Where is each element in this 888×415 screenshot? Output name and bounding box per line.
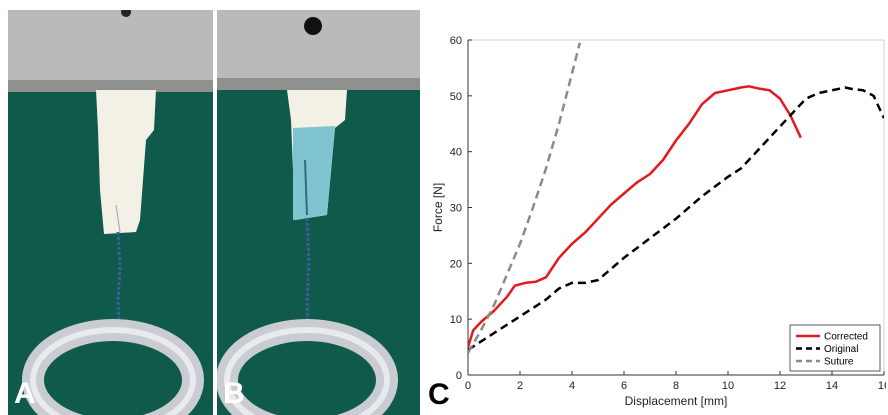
clamp-bolt-hole bbox=[121, 10, 131, 17]
x-axis-ticks: 0 2 4 6 8 10 12 14 16 bbox=[465, 371, 886, 392]
y-axis-ticks: 0 10 20 30 40 50 60 bbox=[450, 35, 472, 382]
force-displacement-chart: 0 10 20 30 40 50 60 0 2 4 6 8 10 12 14 16 Force [N] Di… bbox=[431, 35, 886, 408]
metal-clamp bbox=[8, 10, 213, 90]
x-tick-label: 10 bbox=[722, 380, 734, 392]
x-tick-label: 14 bbox=[826, 380, 838, 392]
tissue-specimen-dyed bbox=[293, 126, 335, 220]
panel-label-b: B bbox=[223, 377, 245, 410]
y-tick-label: 10 bbox=[450, 314, 462, 326]
y-tick-label: 0 bbox=[456, 370, 462, 382]
x-tick-label: 0 bbox=[465, 380, 471, 392]
series-layer bbox=[468, 42, 884, 354]
panel-label-a: A bbox=[14, 377, 36, 410]
x-tick-label: 6 bbox=[621, 380, 627, 392]
y-tick-label: 20 bbox=[450, 258, 462, 270]
tissue-specimen bbox=[96, 90, 156, 234]
y-tick-label: 40 bbox=[450, 147, 462, 159]
series-line-suture bbox=[468, 42, 582, 354]
x-tick-label: 8 bbox=[673, 380, 679, 392]
x-tick-label: 16 bbox=[878, 380, 886, 392]
legend-label-corrected: Corrected bbox=[824, 332, 868, 343]
x-tick-label: 12 bbox=[774, 380, 786, 392]
suture-thread bbox=[116, 231, 122, 341]
x-tick-label: 4 bbox=[569, 380, 575, 392]
series-line-corrected bbox=[468, 85, 802, 348]
y-axis-label: Force [N] bbox=[431, 183, 445, 232]
series-line-original bbox=[468, 86, 884, 351]
clamp-bolt-hole bbox=[304, 17, 322, 35]
legend-label-suture: Suture bbox=[824, 357, 854, 368]
photo-b-illustration bbox=[217, 10, 420, 415]
panel-label-c: C bbox=[428, 378, 450, 411]
y-tick-label: 30 bbox=[450, 203, 462, 215]
photo-panel-b: B bbox=[217, 10, 420, 415]
x-axis-label: Displacement [mm] bbox=[625, 394, 728, 408]
y-tick-label: 50 bbox=[450, 91, 462, 103]
legend-box bbox=[789, 324, 881, 372]
photo-a-illustration bbox=[8, 10, 213, 415]
legend-label-original: Original bbox=[824, 344, 858, 355]
x-tick-label: 2 bbox=[517, 380, 523, 392]
y-tick-label: 60 bbox=[450, 35, 462, 47]
photo-panel-a: A bbox=[8, 10, 213, 415]
